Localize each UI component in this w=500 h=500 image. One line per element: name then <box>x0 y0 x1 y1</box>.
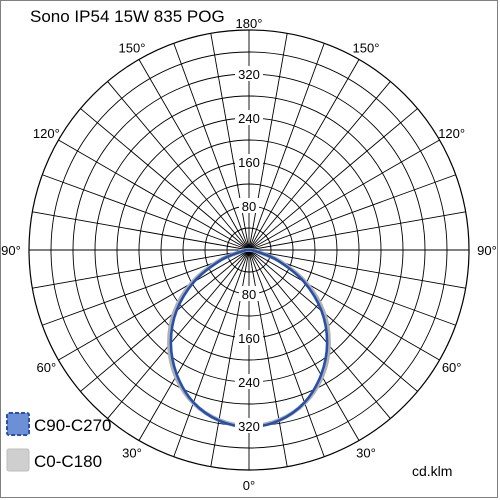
radial-tick-bg <box>235 154 263 169</box>
grid-spoke <box>248 249 440 361</box>
radial-tick-bg <box>239 198 259 213</box>
grid-spoke <box>107 249 250 419</box>
radial-tick-label: 160 <box>238 331 260 346</box>
legend-swatch-c90 <box>6 412 30 436</box>
grid-spoke <box>248 249 391 419</box>
grid-spoke <box>248 249 325 457</box>
grid-spoke <box>248 81 391 251</box>
angle-label: 150° <box>353 40 380 55</box>
radial-tick-bg <box>235 66 263 81</box>
chart-title: Sono IP54 15W 835 POG <box>30 7 225 26</box>
angle-label: 180° <box>236 16 263 31</box>
legend: C90-C270 C0-C180 <box>6 412 112 472</box>
grid-spoke <box>210 33 250 251</box>
grid-spoke <box>32 211 250 251</box>
angle-label: 120° <box>438 126 465 141</box>
radial-tick-bg <box>235 330 263 345</box>
angle-label: 90° <box>477 243 497 258</box>
angle-label: 90° <box>1 243 21 258</box>
grid-spoke <box>138 249 250 441</box>
unit-label: cd.klm <box>412 463 452 479</box>
grid-spoke <box>80 249 250 392</box>
radial-tick-label: 80 <box>242 199 256 214</box>
grid-spoke <box>248 249 466 289</box>
radial-tick-label: 240 <box>238 375 260 390</box>
grid-spoke <box>107 81 250 251</box>
grid-spoke <box>248 249 360 441</box>
grid-spoke <box>248 33 288 251</box>
grid-spoke <box>248 249 418 392</box>
grid-spoke <box>58 249 250 361</box>
angle-label: 0° <box>243 478 255 493</box>
angle-label: 30° <box>122 446 142 461</box>
grid-spoke <box>248 139 440 251</box>
radial-tick-label: 80 <box>242 287 256 302</box>
grid-spoke <box>32 249 250 289</box>
radial-tick-bg <box>239 286 259 301</box>
radial-tick-labels: 80 80 160 160 240 240 320 320 <box>235 66 263 434</box>
angle-label: 30° <box>356 446 376 461</box>
grid-spoke <box>248 174 456 251</box>
radial-tick-label: 160 <box>238 155 260 170</box>
polar-grid <box>28 29 470 471</box>
grid-spoke <box>173 43 250 251</box>
legend-label-c90: C90-C270 <box>34 416 112 435</box>
grid-spoke <box>80 108 250 251</box>
grid-spoke <box>248 59 360 251</box>
angle-labels: 180° 150° 150° 120° 120° 90° 90° 60° 60° 30° 30° 0° <box>1 16 497 493</box>
grid-spoke <box>248 211 466 251</box>
angle-label: 60° <box>442 360 462 375</box>
radial-tick-label: 320 <box>238 67 260 82</box>
grid-spoke <box>248 43 325 251</box>
angle-label: 60° <box>37 360 57 375</box>
legend-label-c0: C0-C180 <box>34 452 102 471</box>
grid-spoke <box>173 249 250 457</box>
angle-label: 120° <box>33 126 60 141</box>
radial-tick-label: 320 <box>238 419 260 434</box>
grid-spoke <box>58 139 250 251</box>
radial-tick-bg <box>235 374 263 389</box>
radial-tick-bg <box>235 110 263 125</box>
grid-spoke <box>248 108 418 251</box>
angle-label: 150° <box>119 40 146 55</box>
grid-spoke <box>138 59 250 251</box>
radial-tick-label: 240 <box>238 111 260 126</box>
grid-spoke <box>42 174 250 251</box>
radial-tick-bg <box>235 418 263 433</box>
legend-swatch-c0 <box>6 448 30 472</box>
